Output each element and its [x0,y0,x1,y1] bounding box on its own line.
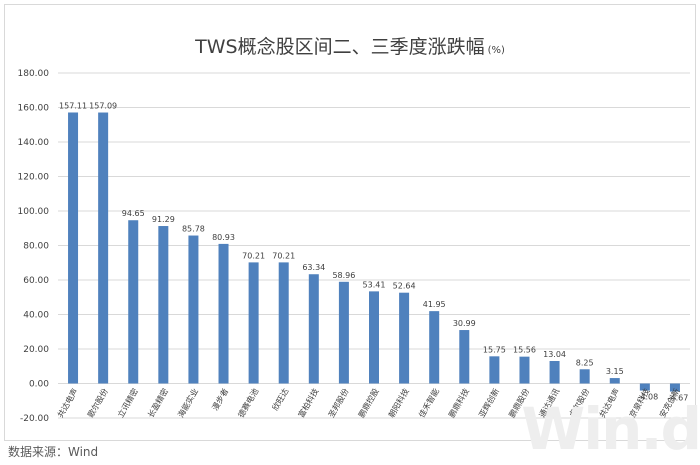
category-label: 圣邦股份 [326,387,351,420]
category-label: 欣旺达 [270,387,291,413]
data-label: 70.21 [242,251,265,260]
title-text: TWS概念股区间二、三季度涨跌幅 [195,36,485,58]
data-label: 13.04 [543,350,566,359]
y-tick-label: 20.00 [23,345,49,355]
data-label: 52.64 [393,282,416,291]
bar [338,281,349,384]
data-label: 85.78 [182,225,205,234]
bar [399,292,410,384]
data-labels: 157.11 157.09 94.65 91.29 85.78 80.93 70.21 70.… [59,101,688,402]
data-label: 41.95 [423,300,446,309]
chart-frame [4,4,696,441]
category-label: 佳禾智能 [416,387,441,420]
y-tick-label: 100.00 [18,207,50,217]
bar [549,361,560,384]
category-label: 共达电声 [55,387,80,420]
category-label: 海能实业 [176,387,201,420]
source-note: 数据来源：Wind [8,445,99,459]
bar [68,112,79,384]
category-label: 歌尔股份 [85,387,110,420]
bar [248,262,259,384]
bar [639,383,650,391]
category-label: 漫步者 [210,387,231,413]
data-label: -4.08 [638,393,659,402]
category-label: 德赛电池 [236,387,261,420]
category-label: 鹏鼎控股 [356,387,381,420]
y-tick-label: -20.00 [20,414,49,424]
category-label: 朝阳科技 [386,387,411,420]
y-tick-label: 120.00 [18,173,50,183]
data-label: 80.93 [212,233,235,242]
category-label: 立讯精密 [115,387,140,420]
y-tick-label: 0.00 [29,380,49,390]
data-label: 91.29 [152,215,175,224]
category-label: 鹏鼎科技 [446,387,471,420]
data-label: -4.67 [668,394,689,403]
data-label: 8.25 [576,358,594,367]
data-label: 30.99 [453,319,476,328]
data-label: 15.56 [513,346,536,355]
bar [218,243,229,384]
watermark: Win.d [521,395,700,463]
bar [158,226,169,384]
bar [128,220,139,384]
data-label: 94.65 [122,209,145,218]
data-label: 70.21 [272,251,295,260]
bar [669,383,680,392]
data-label: 15.75 [483,345,506,354]
category-label: 富柏科技 [296,387,321,420]
category-label: 长盈精密 [145,387,170,420]
y-axis-ticks: -20.00 0.00 20.00 40.00 60.00 80.00 100.00 120.… [18,69,50,424]
y-tick-label: 160.00 [18,104,50,114]
y-tick-label: 40.00 [23,311,49,321]
bar [278,262,289,384]
y-tick-label: 140.00 [18,138,50,148]
data-label: 53.41 [363,280,386,289]
bars [68,112,680,392]
title-unit: (%) [487,45,505,56]
bar [188,235,199,384]
chart-title: TWS概念股区间二、三季度涨跌幅 (%) [0,32,700,59]
bar [308,274,319,384]
bar [609,378,620,384]
bar [489,356,500,384]
data-label: 63.34 [302,263,325,272]
data-label: 58.96 [332,271,355,280]
category-label: 亚辉创新 [476,387,501,420]
data-label: 157.11 [59,101,87,110]
data-label: 3.15 [606,367,624,376]
y-tick-label: 60.00 [23,276,49,286]
data-label: 157.09 [89,102,117,111]
bar [579,369,590,384]
y-tick-label: 180.00 [18,69,50,79]
y-tick-label: 80.00 [23,242,49,252]
bar [369,291,379,384]
bar [459,330,470,384]
bar [429,311,440,384]
bar [519,356,530,384]
bar [98,112,109,384]
